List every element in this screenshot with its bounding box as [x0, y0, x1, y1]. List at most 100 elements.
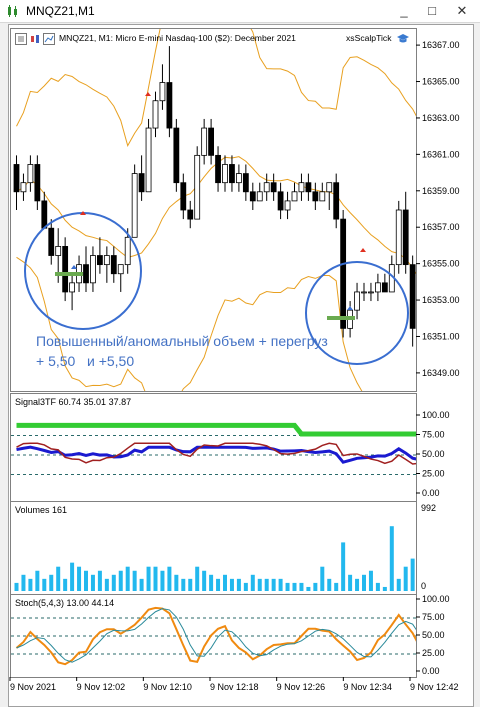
price-chart-pane[interactable]: MNQZ21, M1: Micro E-mini Nasdaq-100 ($2)…: [10, 28, 417, 392]
candle: [381, 273, 388, 293]
price-axis-tick: 16361.00: [422, 149, 460, 159]
volume-bar: [104, 578, 109, 591]
signal-markers: [55, 92, 366, 320]
signal-axis-tick: 50.00: [422, 449, 445, 459]
sell-arrow-icon: [360, 248, 366, 252]
candle: [229, 155, 235, 192]
price-axis-tick: 16353.00: [422, 295, 460, 305]
minimize-button[interactable]: _: [400, 3, 408, 18]
price-axis-tick: 16357.00: [422, 222, 460, 232]
volume-bar: [63, 578, 68, 591]
volume-bar: [167, 566, 172, 591]
candle: [117, 264, 124, 292]
price-axis-tick: 16365.00: [422, 77, 460, 87]
volumes-pane[interactable]: Volumes 161: [10, 501, 417, 595]
indicators-icon[interactable]: [43, 33, 55, 45]
price-axis-tick: 16349.00: [422, 368, 460, 378]
volume-bar: [153, 566, 158, 591]
candle: [215, 146, 221, 192]
candle: [110, 246, 117, 283]
volume-bar: [125, 566, 130, 591]
indicator-name: xsScalpTick: [346, 33, 392, 43]
highlight-circle-right: [305, 261, 409, 365]
price-axis-tick: 16355.00: [422, 259, 460, 269]
candle: [83, 246, 89, 292]
price-axis-tick: 16351.00: [422, 331, 460, 341]
volume-bar: [216, 578, 221, 591]
window-title: MNQZ21,M1: [26, 4, 95, 18]
volume-bar: [403, 566, 408, 591]
chart-menu-icon[interactable]: [15, 33, 27, 45]
volume-bar: [160, 570, 165, 591]
candle: [333, 173, 340, 229]
volume-axis-bottom-tick: 0: [421, 581, 426, 591]
volume-bar: [348, 574, 353, 591]
volume-bar: [320, 566, 325, 591]
volume-bar: [410, 558, 415, 591]
candle: [222, 155, 228, 192]
volume-bar: [70, 562, 75, 591]
candle: [166, 46, 173, 138]
time-axis: 9 Nov 2021 9 Nov 12:02 9 Nov 12:10 9 Nov 12…: [9, 677, 459, 692]
time-axis-tick: 9 Nov 12:10: [143, 682, 192, 692]
volume-bar: [313, 582, 318, 591]
volume-bar: [368, 570, 373, 591]
stochastic-title: Stoch(5,4,3) 13.00 44.14: [15, 598, 115, 608]
close-button[interactable]: ✕: [456, 3, 468, 18]
annotation-line-2: + 5,50 и +5,50: [36, 353, 135, 369]
volume-bar: [56, 566, 61, 591]
candle: [319, 182, 326, 202]
symbol-info: MNQZ21, M1: Micro E-mini Nasdaq-100 ($2)…: [59, 33, 296, 43]
candle: [312, 182, 319, 210]
candle: [277, 182, 284, 220]
volume-bar: [35, 570, 40, 591]
candle: [145, 118, 152, 193]
band-upper: [16, 29, 416, 147]
volume-bar: [84, 570, 88, 591]
volume-bar: [139, 578, 144, 591]
price-axis-tick: 16363.00: [422, 113, 460, 123]
stoch-axis-tick: 100.00: [422, 594, 450, 604]
candle: [13, 155, 20, 210]
time-axis-tick: 9 Nov 12:42: [410, 682, 459, 692]
candle: [103, 246, 110, 283]
stoch-axis-tick: 50.00: [422, 630, 445, 640]
time-axis-tick: 9 Nov 2021: [10, 682, 56, 692]
annotation-line-1: Повышенный/аномальный объем + перегруз: [36, 333, 328, 349]
sell-arrow-icon: [145, 92, 151, 96]
graduation-cap-icon: [397, 34, 409, 43]
volume-bar: [202, 570, 207, 591]
signal-axis-tick: 25.00: [422, 469, 445, 479]
volumes-title: Volumes 161: [15, 505, 68, 515]
volume-bar: [174, 574, 179, 591]
volume-bar: [77, 566, 82, 591]
stoch-k-line: [15, 606, 416, 666]
maximize-button[interactable]: □: [428, 3, 436, 18]
candle: [284, 191, 291, 220]
volume-bar: [306, 586, 311, 591]
candle: [20, 173, 27, 201]
candle: [69, 273, 75, 311]
candle: [97, 237, 103, 274]
volume-bar: [229, 578, 234, 591]
volume-bar: [362, 574, 366, 591]
chart-type-icon[interactable]: [29, 33, 41, 45]
volume-bar: [21, 574, 26, 591]
sell-arrow-icon: [80, 211, 86, 215]
stochastic-pane[interactable]: Stoch(5,4,3) 13.00 44.14: [10, 594, 417, 678]
candle: [152, 91, 159, 138]
candle: [27, 155, 34, 192]
volume-bar: [257, 578, 262, 591]
volume-bar: [264, 578, 269, 591]
candle: [235, 164, 242, 192]
stoch-axis-tick: 0.00: [422, 666, 440, 676]
volume-bar: [278, 578, 283, 591]
candle: [298, 173, 305, 201]
candle: [124, 228, 131, 274]
volume-bar: [327, 578, 332, 591]
signal-indicator-pane[interactable]: Signal3TF 60.74 35.01 37.87: [10, 393, 417, 502]
candle: [242, 164, 249, 201]
volume-axis-top-tick: 992: [421, 503, 436, 513]
signal-axis-tick: 0.00: [422, 488, 440, 498]
candle: [249, 182, 256, 210]
